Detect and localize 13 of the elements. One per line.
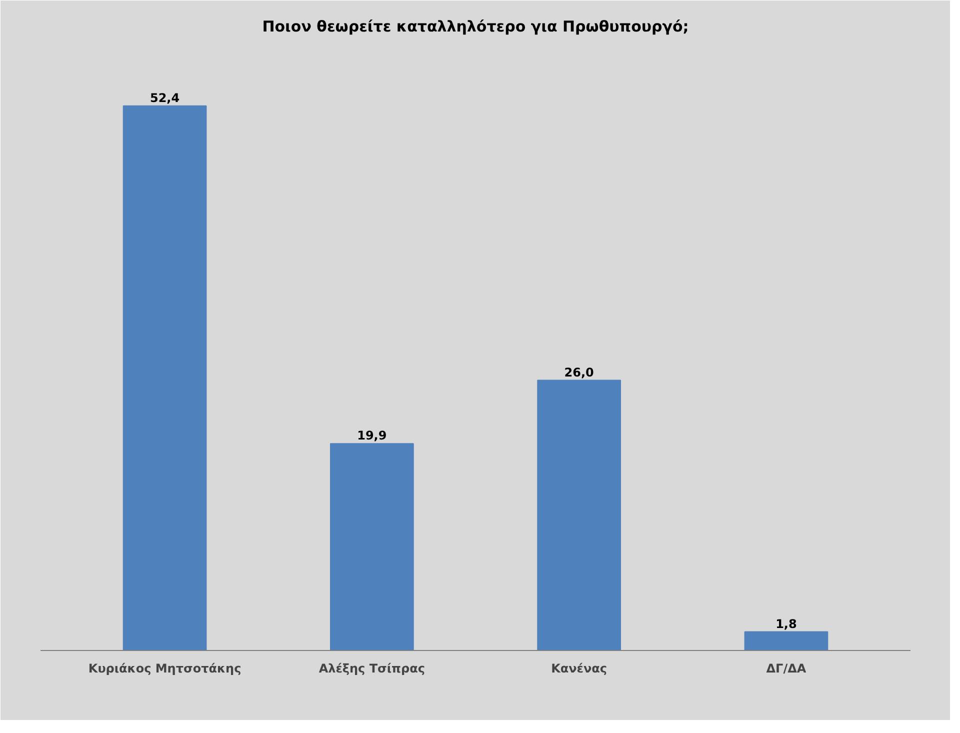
bar [330, 443, 414, 650]
bar [122, 105, 207, 650]
data-label: 19,9 [357, 428, 387, 443]
bar [744, 631, 828, 650]
x-tick-label: Αλέξης Τσίπρας [318, 662, 426, 676]
x-tick-label: ΔΓ/ΔΑ [766, 662, 807, 676]
data-label: 26,0 [564, 365, 594, 380]
chart-title: Ποιον θεωρείτε καταλληλότερο για Πρωθυπουργό; [262, 18, 689, 36]
x-tick-label: Κυριάκος Μητσοτάκης [88, 662, 242, 676]
x-tick-label: Κανένας [551, 662, 608, 676]
bar [537, 380, 621, 650]
data-label: 1,8 [776, 616, 797, 631]
data-label: 52,4 [150, 90, 180, 105]
